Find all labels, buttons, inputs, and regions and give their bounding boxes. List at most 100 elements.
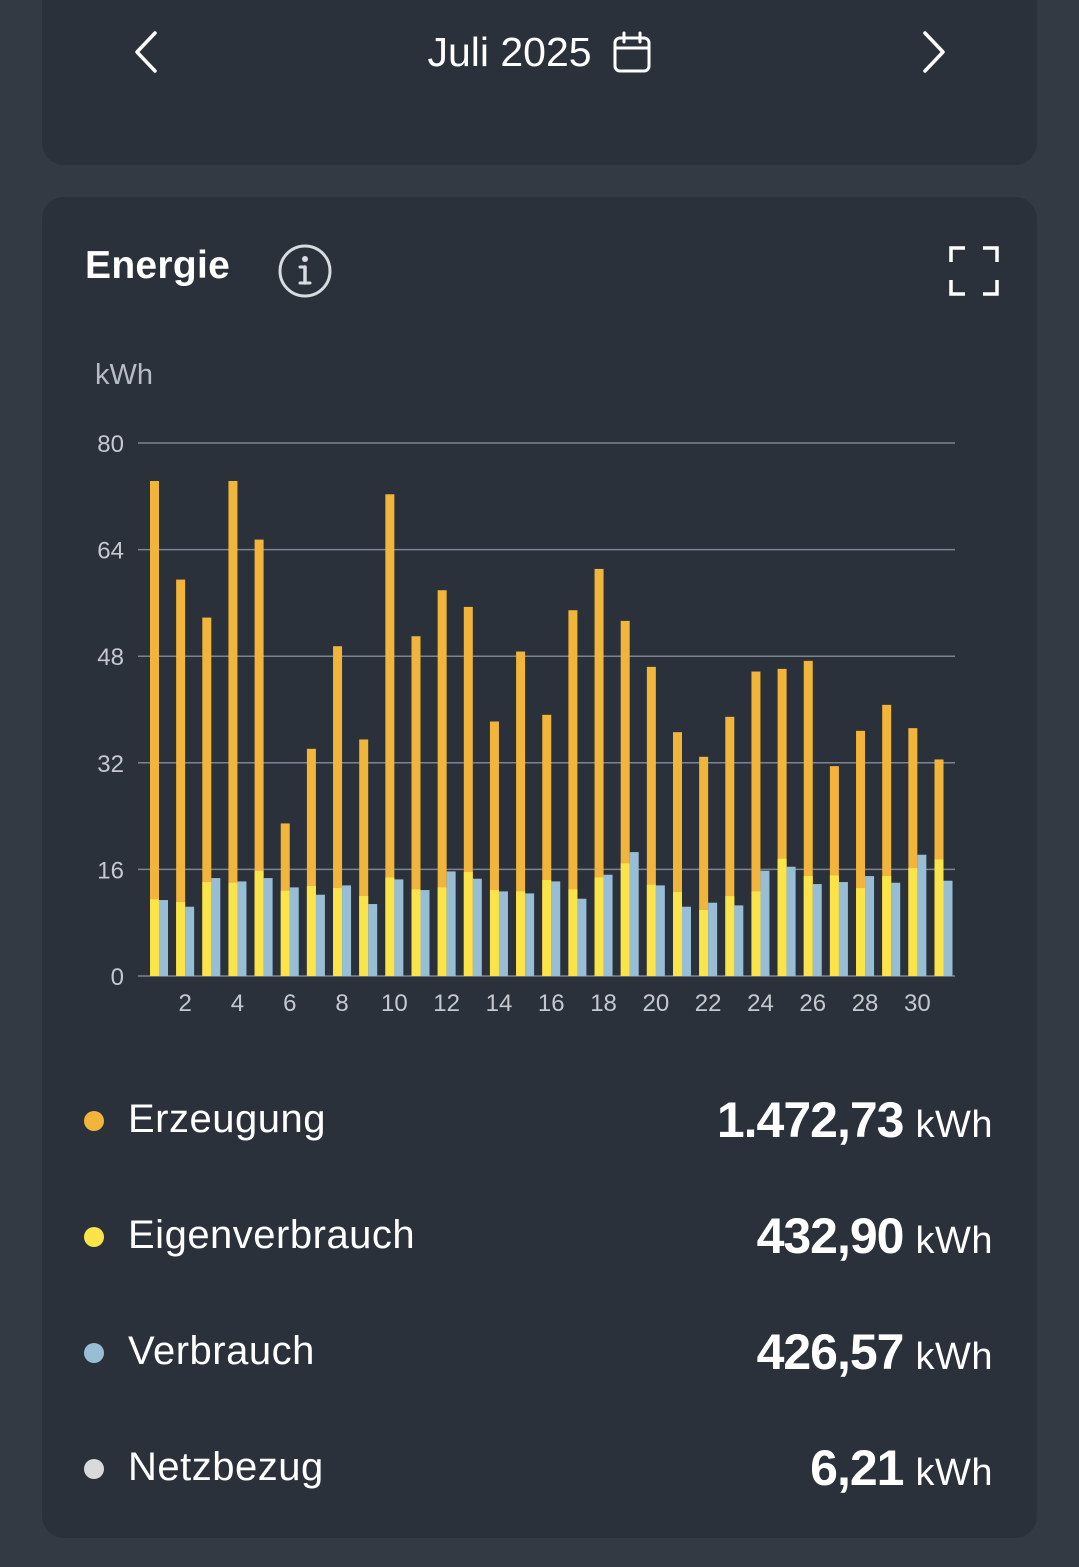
previous-month-button[interactable] <box>116 0 176 104</box>
legend-label: Verbrauch <box>128 1329 315 1373</box>
info-button[interactable] <box>278 244 332 303</box>
legend-dot-netzbezug <box>84 1459 104 1479</box>
bar-eigenverbrauch <box>673 892 682 976</box>
bar-eigenverbrauch <box>882 876 892 976</box>
bar-verbrauch <box>342 885 352 976</box>
chevron-left-icon <box>135 31 157 73</box>
bar-verbrauch <box>368 904 378 976</box>
legend-item-verbrauch[interactable]: Verbrauch 426,57 kWh <box>42 1323 1037 1383</box>
bar-eigenverbrauch <box>856 888 866 976</box>
bar-erzeugung <box>385 494 395 976</box>
bar-eigenverbrauch <box>725 896 735 976</box>
legend-value: 426,57 <box>756 1324 905 1380</box>
x-tick-label: 14 <box>486 990 513 1017</box>
x-tick-label: 8 <box>335 990 348 1017</box>
bar-verbrauch <box>865 876 875 976</box>
legend-label: Erzeugung <box>128 1097 326 1141</box>
x-tick-label: 28 <box>852 990 879 1017</box>
bar-eigenverbrauch <box>777 858 787 976</box>
legend-value: 1.472,73 <box>716 1092 905 1148</box>
legend-value: 6,21 <box>810 1440 904 1496</box>
energy-card: Energie kWh 0 16 32 48 64 80 2 4 6 8 10 12 14 16 18 20… <box>42 197 1037 1538</box>
y-axis-label: kWh <box>95 359 153 391</box>
bar-eigenverbrauch <box>934 859 944 976</box>
bar-eigenverbrauch <box>385 877 395 976</box>
bar-verbrauch <box>734 905 744 976</box>
month-label: Juli 2025 <box>427 28 592 75</box>
legend-unit: kWh <box>915 1452 993 1494</box>
bar-erzeugung <box>202 617 212 976</box>
bar-erzeugung <box>516 651 526 976</box>
legend-dot-erzeugung <box>84 1111 104 1131</box>
legend-item-netzbezug[interactable]: Netzbezug 6,21 kWh <box>42 1439 1037 1499</box>
legend-unit: kWh <box>915 1336 993 1378</box>
bar-verbrauch <box>943 880 953 976</box>
bar-erzeugung <box>620 620 630 976</box>
legend-label: Netzbezug <box>128 1445 324 1489</box>
bar-erzeugung <box>437 590 447 976</box>
next-month-button[interactable] <box>904 0 964 104</box>
fullscreen-icon <box>949 246 999 296</box>
x-tick-label: 10 <box>381 990 408 1017</box>
bar-eigenverbrauch <box>751 891 761 976</box>
legend-label: Eigenverbrauch <box>128 1213 416 1257</box>
bar-erzeugung <box>882 704 892 976</box>
x-tick-label: 24 <box>747 990 774 1017</box>
bar-verbrauch <box>420 890 430 976</box>
bar-erzeugung <box>594 568 604 976</box>
bar-erzeugung <box>411 636 421 976</box>
bar-eigenverbrauch <box>359 896 369 976</box>
bar-erzeugung <box>176 579 186 976</box>
bar-verbrauch <box>237 881 247 976</box>
bar-verbrauch <box>682 906 691 976</box>
x-tick-label: 2 <box>178 990 191 1017</box>
bar-eigenverbrauch <box>646 884 656 976</box>
bar-verbrauch <box>315 894 325 976</box>
bar-verbrauch <box>708 902 718 976</box>
bar-erzeugung <box>306 748 316 976</box>
bar-erzeugung <box>777 668 787 976</box>
x-tick-label: 12 <box>433 990 460 1017</box>
legend-value: 432,90 <box>756 1208 905 1264</box>
bar-verbrauch <box>838 882 848 976</box>
bar-verbrauch <box>629 852 639 976</box>
legend-value-group: 426,57 kWh <box>757 1323 993 1381</box>
y-tick-label: 48 <box>97 644 124 671</box>
info-icon <box>278 244 332 298</box>
bar-erzeugung <box>228 480 238 976</box>
bar-verbrauch <box>159 900 168 976</box>
y-tick-label: 32 <box>97 751 124 778</box>
y-tick-label: 0 <box>111 964 124 991</box>
legend-value-group: 6,21 kWh <box>810 1439 993 1497</box>
fullscreen-button[interactable] <box>948 245 1000 302</box>
bar-erzeugung <box>646 666 656 976</box>
bar-verbrauch <box>577 898 587 976</box>
bar-verbrauch <box>551 881 561 976</box>
bar-eigenverbrauch <box>829 875 839 976</box>
bar-eigenverbrauch <box>594 877 604 976</box>
month-selector-card: Juli 2025 <box>42 0 1037 165</box>
bar-eigenverbrauch <box>620 863 630 976</box>
legend-item-erzeugung[interactable]: Erzeugung 1.472,73 kWh <box>42 1091 1037 1151</box>
bar-erzeugung <box>542 714 552 976</box>
bar-eigenverbrauch <box>333 888 343 976</box>
y-tick-label: 16 <box>97 857 124 884</box>
bar-erzeugung <box>150 480 159 976</box>
bar-erzeugung <box>856 730 866 976</box>
chevron-right-icon <box>923 31 945 73</box>
legend-dot-eigenverbrauch <box>84 1227 104 1247</box>
bar-eigenverbrauch <box>516 891 526 976</box>
bar-verbrauch <box>289 887 299 976</box>
bar-erzeugung <box>333 646 343 976</box>
x-tick-label: 16 <box>538 990 565 1017</box>
bar-eigenverbrauch <box>542 880 552 976</box>
bar-erzeugung <box>359 739 369 976</box>
bar-erzeugung <box>829 766 839 976</box>
bar-verbrauch <box>891 882 901 976</box>
bar-eigenverbrauch <box>202 882 212 976</box>
card-title: Energie <box>85 244 231 287</box>
month-picker[interactable]: Juli 2025 <box>42 0 1037 104</box>
bar-eigenverbrauch <box>437 887 447 976</box>
legend-item-eigenverbrauch[interactable]: Eigenverbrauch 432,90 kWh <box>42 1207 1037 1267</box>
bar-verbrauch <box>185 906 195 976</box>
